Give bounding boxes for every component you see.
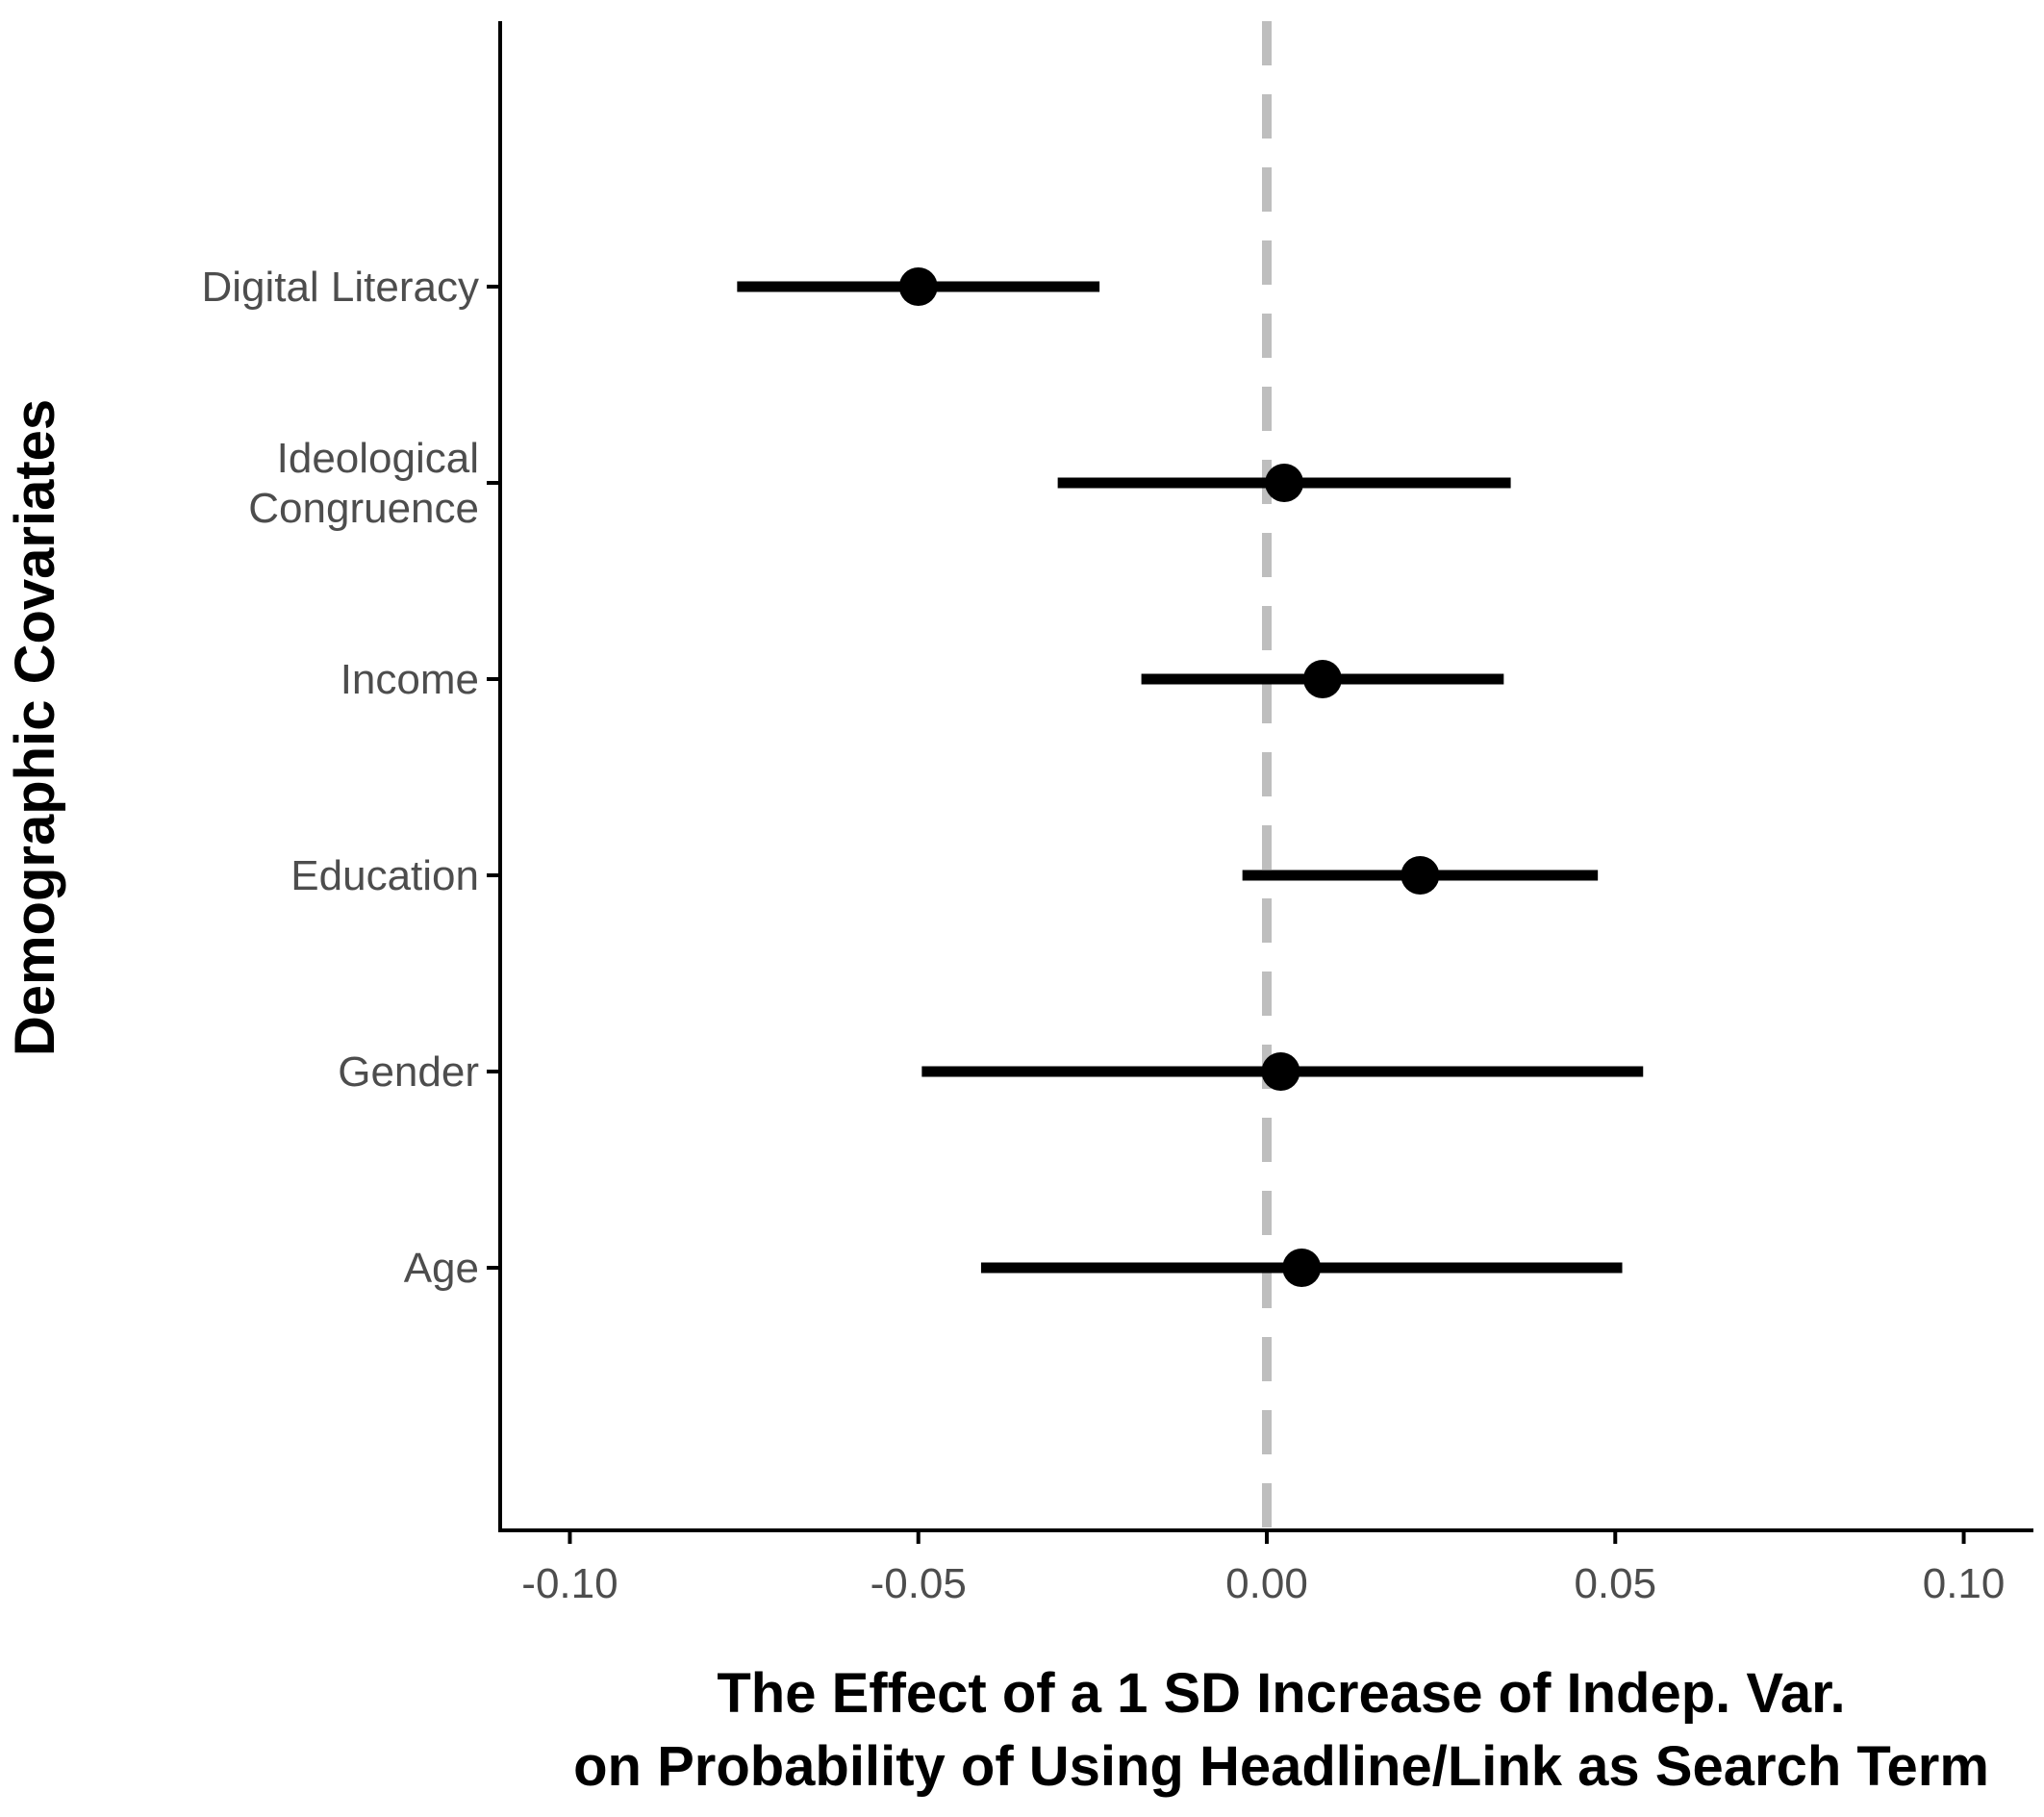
- point-estimate: [1261, 1052, 1300, 1091]
- y-tick-label: Income: [341, 656, 479, 703]
- y-tick-label: Gender: [338, 1048, 479, 1096]
- point-estimate: [1302, 660, 1342, 698]
- point-estimate: [1401, 856, 1440, 895]
- y-tick-label: Digital Literacy: [201, 264, 479, 311]
- y-tick-label: Education: [290, 852, 479, 899]
- x-tick-label: 0.05: [1574, 1560, 1656, 1607]
- x-axis-title-line: on Probability of Using Headline/Link as…: [573, 1735, 1989, 1798]
- x-axis-title-line: The Effect of a 1 SD Increase of Indep. …: [717, 1662, 1845, 1725]
- point-estimate: [1282, 1249, 1322, 1287]
- x-tick-label: 0.10: [1923, 1560, 2006, 1607]
- x-tick-label: 0.00: [1225, 1560, 1308, 1607]
- x-tick-label: -0.10: [521, 1560, 618, 1607]
- y-tick-label: Age: [404, 1245, 479, 1292]
- point-estimate: [898, 267, 938, 306]
- y-axis-title: Demographic Covariates: [4, 399, 66, 1056]
- point-estimate: [1265, 464, 1304, 502]
- y-tick-label: Ideological Congruence: [248, 435, 479, 532]
- x-tick-label: -0.05: [871, 1560, 967, 1607]
